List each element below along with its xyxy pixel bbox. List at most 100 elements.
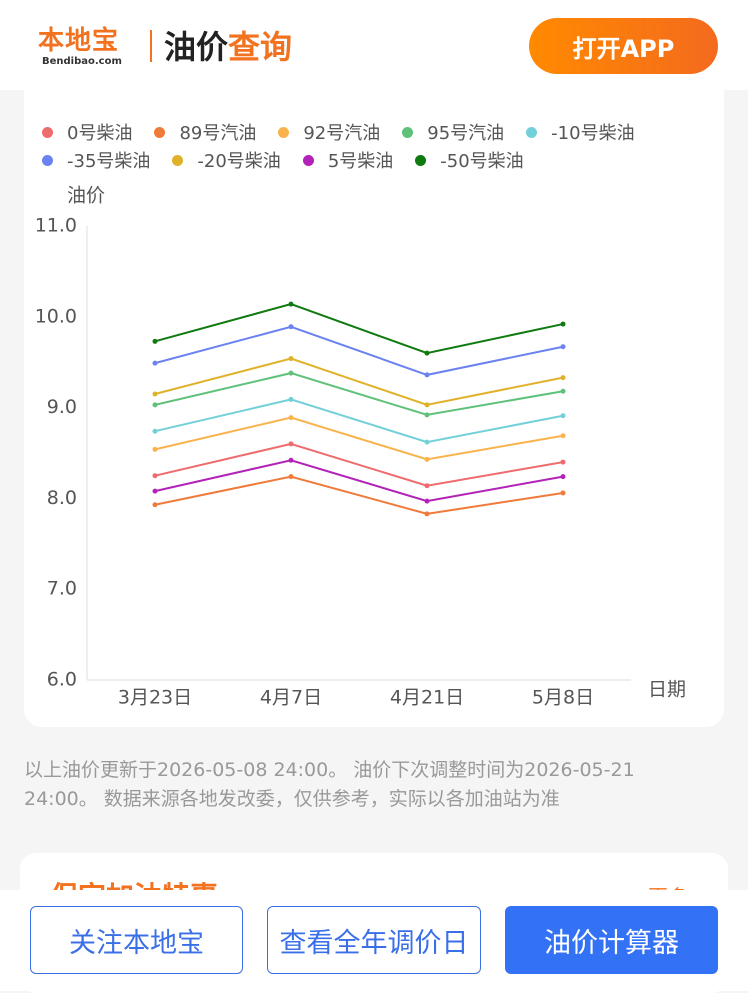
y-tick-label: 9.0 bbox=[47, 396, 77, 418]
data-point bbox=[152, 446, 158, 452]
legend-item[interactable]: 0号柴油 bbox=[42, 120, 132, 144]
data-point bbox=[152, 473, 158, 479]
data-point bbox=[560, 321, 566, 327]
legend-label: -50号柴油 bbox=[440, 151, 524, 172]
legend-label: -35号柴油 bbox=[67, 151, 151, 172]
legend-item[interactable]: -50号柴油 bbox=[415, 148, 524, 172]
legend-item[interactable]: -35号柴油 bbox=[42, 148, 150, 172]
series-line bbox=[154, 475, 564, 515]
data-point bbox=[288, 324, 294, 330]
data-point bbox=[152, 428, 158, 434]
data-point bbox=[288, 415, 294, 421]
logo-text: 本地宝 bbox=[38, 26, 120, 56]
logo[interactable]: 本地宝 Bendibao.com bbox=[30, 20, 134, 70]
data-point bbox=[424, 456, 430, 462]
legend-item[interactable]: 89号汽油 bbox=[154, 120, 256, 144]
y-tick-label: 7.0 bbox=[47, 578, 77, 600]
follow-button[interactable]: 关注本地宝 bbox=[30, 906, 243, 974]
calendar-button[interactable]: 查看全年调价日 bbox=[267, 906, 481, 974]
series-line bbox=[154, 357, 564, 406]
legend-dot bbox=[302, 154, 314, 166]
data-point bbox=[288, 457, 294, 463]
y-tick-label: 11.0 bbox=[35, 215, 77, 237]
data-point bbox=[288, 396, 294, 402]
bottom-bar: 关注本地宝 查看全年调价日 油价计算器 bbox=[0, 890, 748, 991]
legend-label: 5号柴油 bbox=[327, 151, 394, 172]
data-point bbox=[560, 490, 566, 496]
data-point bbox=[424, 412, 430, 418]
data-point bbox=[424, 350, 430, 356]
data-point bbox=[288, 301, 294, 307]
data-point bbox=[424, 498, 430, 504]
legend-label: 0号柴油 bbox=[67, 123, 133, 144]
legend-dot bbox=[526, 126, 538, 138]
y-tick-label: 10.0 bbox=[35, 305, 77, 327]
legend-dot bbox=[154, 126, 166, 138]
data-point bbox=[424, 402, 430, 408]
legend-dot bbox=[415, 154, 427, 166]
y-tick-label: 6.0 bbox=[47, 669, 77, 691]
data-point bbox=[152, 488, 158, 494]
legend-label: 95号汽油 bbox=[427, 123, 505, 144]
data-point bbox=[560, 388, 566, 394]
series-line bbox=[154, 459, 564, 503]
series-line bbox=[154, 303, 564, 355]
legend-item[interactable]: 92号汽油 bbox=[278, 120, 380, 144]
data-point bbox=[424, 439, 430, 445]
data-point bbox=[560, 459, 566, 465]
series-line bbox=[154, 372, 564, 416]
legend-dot bbox=[172, 154, 184, 166]
series-line bbox=[154, 325, 564, 376]
legend-item[interactable]: 95号汽油 bbox=[402, 120, 504, 144]
data-point bbox=[560, 433, 566, 439]
x-tick-label: 4月7日 bbox=[260, 687, 322, 709]
page-title: 油价查询 bbox=[164, 22, 292, 68]
calculator-button[interactable]: 油价计算器 bbox=[505, 906, 718, 974]
data-point bbox=[152, 391, 158, 397]
chart-card bbox=[24, 90, 724, 727]
data-point bbox=[560, 474, 566, 480]
data-point bbox=[152, 338, 158, 344]
header: 本地宝 Bendibao.com 油价查询 打开APP bbox=[0, 0, 748, 90]
data-point bbox=[288, 441, 294, 447]
data-point bbox=[424, 511, 430, 517]
data-point bbox=[152, 502, 158, 508]
x-axis-title: 日期 bbox=[648, 679, 686, 701]
legend-dot bbox=[402, 126, 414, 138]
data-point bbox=[152, 360, 158, 366]
legend-item[interactable]: -20号柴油 bbox=[172, 148, 281, 172]
legend-label: -10号柴油 bbox=[551, 123, 635, 144]
legend-label: 89号汽油 bbox=[179, 123, 257, 144]
open-app-button[interactable]: 打开APP bbox=[529, 18, 718, 74]
separator bbox=[150, 30, 152, 62]
title-a: 油价 bbox=[164, 28, 229, 66]
x-tick-label: 3月23日 bbox=[118, 687, 192, 709]
series-line bbox=[154, 442, 564, 487]
data-point bbox=[424, 483, 430, 489]
title-b: 查询 bbox=[228, 28, 293, 66]
data-point bbox=[424, 372, 430, 378]
data-point bbox=[560, 413, 566, 419]
x-tick-label: 4月21日 bbox=[390, 687, 464, 709]
legend: 0号柴油 89号汽油 92号汽油 95号汽油 -10号柴油 -35号柴油 -20号柴油 5号柴… bbox=[42, 120, 692, 172]
legend-label: -20号柴油 bbox=[197, 151, 281, 172]
series-line bbox=[154, 398, 564, 444]
legend-label: 92号汽油 bbox=[303, 123, 381, 144]
y-axis-title: 油价 bbox=[67, 185, 105, 207]
series-line bbox=[154, 416, 564, 461]
data-point bbox=[288, 474, 294, 480]
data-point bbox=[560, 344, 566, 350]
logo-sub: Bendibao.com bbox=[42, 56, 122, 67]
y-tick-label: 8.0 bbox=[47, 487, 77, 509]
legend-dot bbox=[42, 154, 53, 166]
data-point bbox=[152, 402, 158, 408]
data-point bbox=[560, 375, 566, 381]
legend-dot bbox=[42, 126, 53, 138]
update-note: 以上油价更新于2026-05-08 24:00。 油价下次调整时间为2026-0… bbox=[24, 759, 635, 810]
legend-item[interactable]: 5号柴油 bbox=[302, 148, 394, 172]
x-tick-label: 5月8日 bbox=[532, 687, 594, 709]
data-point bbox=[288, 356, 294, 362]
legend-item[interactable]: -10号柴油 bbox=[526, 120, 635, 144]
